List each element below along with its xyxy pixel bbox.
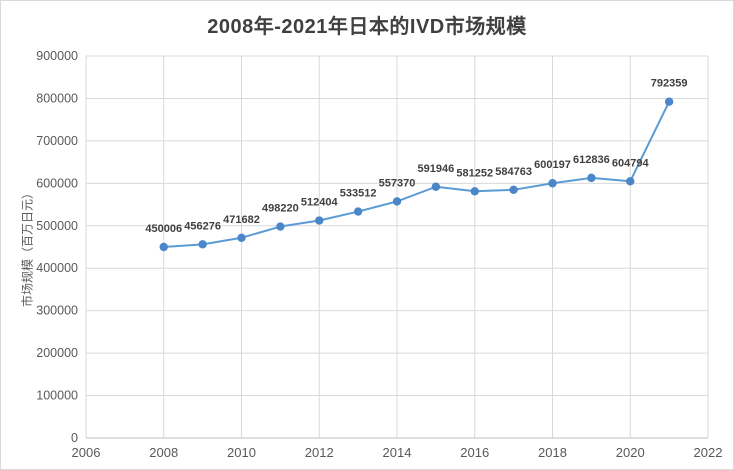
data-label: 533512 — [340, 188, 377, 200]
data-label: 456276 — [184, 220, 221, 232]
data-label: 591946 — [418, 163, 455, 175]
series-line — [163, 101, 671, 248]
data-label: 512404 — [301, 197, 339, 209]
x-axis-tick-label: 2010 — [227, 445, 256, 460]
data-label: 792359 — [651, 78, 688, 90]
data-point-marker — [353, 207, 363, 216]
y-axis-tick-label: 700000 — [36, 134, 78, 148]
data-label: 612836 — [573, 154, 610, 166]
data-point-marker — [198, 240, 207, 249]
x-axis-tick-label: 2022 — [694, 445, 723, 460]
x-axis-tick-label: 2008 — [149, 445, 178, 460]
data-point-marker — [392, 197, 402, 206]
y-axis-tick-label: 400000 — [36, 261, 78, 275]
data-point-marker — [237, 233, 246, 242]
x-axis-tick-label: 2020 — [616, 445, 645, 460]
y-axis-tick-label: 100000 — [36, 389, 78, 403]
y-axis-tick-label: 300000 — [36, 304, 78, 318]
data-label: 584763 — [495, 166, 532, 178]
y-axis-tick-label: 800000 — [36, 91, 78, 105]
data-label: 600197 — [534, 159, 571, 171]
data-label: 450006 — [145, 223, 182, 235]
y-axis-tick-label: 200000 — [36, 346, 78, 360]
x-axis-tick-label: 2006 — [72, 445, 101, 460]
data-point-marker — [548, 179, 557, 188]
x-axis-tick-label: 2012 — [305, 445, 334, 460]
data-point-marker — [664, 97, 674, 106]
data-point-marker — [587, 173, 596, 183]
data-label: 498220 — [262, 203, 299, 215]
data-point-marker — [431, 182, 441, 191]
data-point-marker — [626, 177, 635, 186]
y-axis-tick-label: 900000 — [36, 49, 78, 63]
data-point-marker — [470, 187, 479, 196]
data-point-marker — [509, 185, 518, 195]
data-label: 604794 — [612, 157, 650, 169]
x-axis-tick-label: 2018 — [538, 445, 567, 460]
y-axis-tick-label: 0 — [71, 431, 78, 445]
data-label: 471682 — [223, 214, 260, 226]
data-point-marker — [276, 222, 285, 231]
x-axis-tick-label: 2016 — [460, 445, 489, 460]
y-axis-tick-label: 500000 — [36, 219, 78, 233]
chart-title: 2008年-2021年日本的IVD市场规模 — [207, 16, 527, 38]
data-point-marker — [159, 242, 168, 252]
data-label: 557370 — [379, 177, 416, 189]
data-label: 581252 — [456, 167, 493, 179]
x-axis-tick-label: 2014 — [383, 445, 412, 460]
y-axis-tick-label: 600000 — [36, 176, 78, 190]
data-point-marker — [315, 216, 324, 225]
